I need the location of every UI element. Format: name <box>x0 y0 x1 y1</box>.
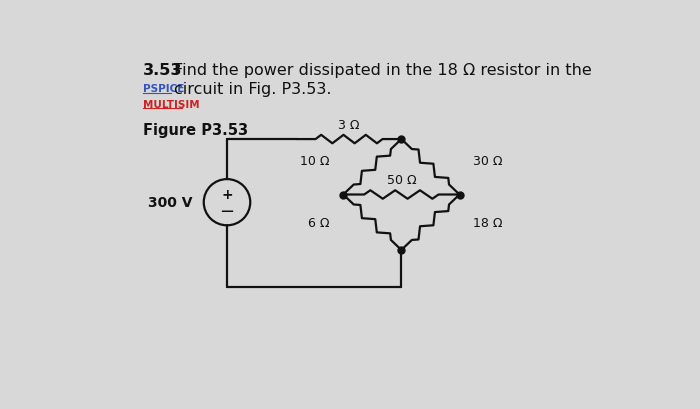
Text: MULTISIM: MULTISIM <box>144 99 200 109</box>
Text: 30 Ω: 30 Ω <box>473 155 503 168</box>
Text: +: + <box>221 187 233 201</box>
Text: 300 V: 300 V <box>148 196 192 210</box>
Text: 3 Ω: 3 Ω <box>338 119 360 132</box>
Text: 18 Ω: 18 Ω <box>473 216 503 229</box>
Text: −: − <box>219 202 234 220</box>
Text: Find the power dissipated in the 18 Ω resistor in the: Find the power dissipated in the 18 Ω re… <box>174 63 592 78</box>
Text: 10 Ω: 10 Ω <box>300 155 329 168</box>
Text: Figure P3.53: Figure P3.53 <box>144 122 248 137</box>
Text: circuit in Fig. P3.53.: circuit in Fig. P3.53. <box>174 81 332 97</box>
Text: 3.53: 3.53 <box>144 63 183 78</box>
Text: PSPICE: PSPICE <box>144 84 185 94</box>
Text: 6 Ω: 6 Ω <box>308 216 329 229</box>
Text: 50 Ω: 50 Ω <box>386 173 416 187</box>
